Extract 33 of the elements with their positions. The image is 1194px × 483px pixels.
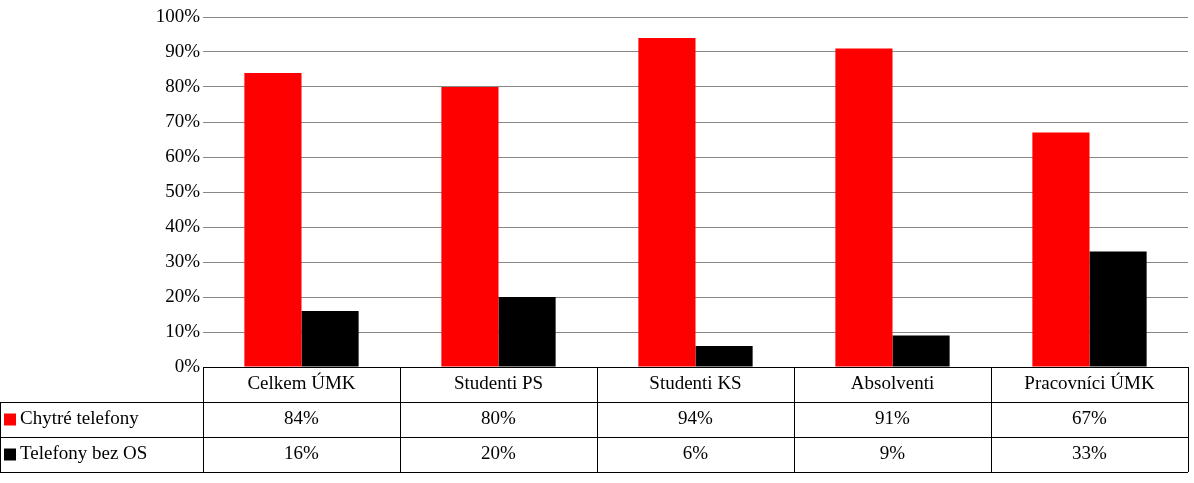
data-label: 80% bbox=[481, 407, 517, 429]
bar bbox=[244, 73, 302, 367]
x-tick-label: Pracovníci ÚMK bbox=[1024, 372, 1155, 394]
data-label: 33% bbox=[1072, 442, 1108, 464]
x-tick-label: Studenti PS bbox=[453, 372, 544, 394]
y-tick-label: 0% bbox=[174, 354, 201, 376]
legend-label: Telefony bez OS bbox=[20, 442, 148, 464]
bar bbox=[441, 87, 499, 367]
y-tick-label: 40% bbox=[165, 214, 201, 236]
data-label: 20% bbox=[481, 442, 517, 464]
data-label: 67% bbox=[1072, 407, 1108, 429]
x-tick-label: Celkem ÚMK bbox=[247, 372, 356, 394]
data-label: 16% bbox=[284, 442, 320, 464]
y-tick-label: 60% bbox=[165, 144, 201, 166]
y-tick-label: 80% bbox=[165, 74, 201, 96]
data-label: 84% bbox=[284, 407, 320, 429]
y-tick-label: 10% bbox=[165, 319, 201, 341]
data-label: 9% bbox=[879, 442, 906, 464]
y-tick-label: 20% bbox=[165, 284, 201, 306]
x-tick-label: Absolventi bbox=[850, 372, 935, 394]
data-label: 94% bbox=[678, 407, 714, 429]
y-tick-label: 30% bbox=[165, 249, 201, 271]
y-tick-label: 90% bbox=[165, 39, 201, 61]
bar bbox=[1032, 132, 1090, 367]
y-tick-label: 70% bbox=[165, 109, 201, 131]
y-tick-label: 50% bbox=[165, 179, 201, 201]
bar bbox=[835, 48, 893, 367]
data-label: 6% bbox=[682, 442, 709, 464]
data-label: 91% bbox=[875, 407, 911, 429]
y-tick-label: 100% bbox=[155, 4, 201, 26]
legend-label: Chytré telefony bbox=[20, 407, 140, 429]
bar bbox=[638, 38, 696, 367]
x-tick-label: Studenti KS bbox=[649, 372, 742, 394]
